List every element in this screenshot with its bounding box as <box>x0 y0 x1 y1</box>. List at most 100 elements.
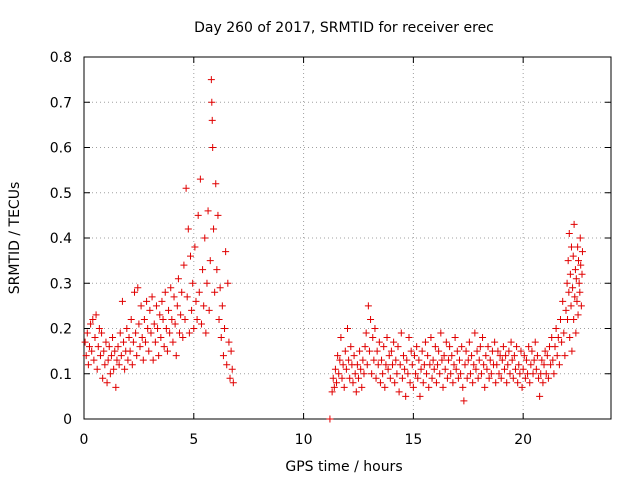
data-point <box>549 356 557 364</box>
data-point <box>169 338 177 346</box>
data-point <box>515 361 523 369</box>
data-point <box>338 374 346 382</box>
data-point <box>213 266 221 274</box>
data-point <box>337 334 345 342</box>
data-point <box>173 302 181 310</box>
data-point <box>402 392 410 400</box>
data-point <box>100 347 108 355</box>
data-point <box>464 356 472 364</box>
data-point <box>179 334 187 342</box>
data-point <box>98 329 106 337</box>
data-point <box>341 347 349 355</box>
data-point <box>349 379 357 387</box>
data-point <box>541 347 549 355</box>
data-point <box>511 365 519 373</box>
data-point <box>192 297 200 305</box>
data-point <box>339 361 347 369</box>
data-point <box>401 365 409 373</box>
data-point <box>333 379 341 387</box>
data-point <box>133 352 141 360</box>
data-point <box>371 325 379 332</box>
data-point <box>403 356 411 364</box>
data-point <box>571 266 579 274</box>
data-point <box>494 347 502 355</box>
data-point <box>225 338 233 346</box>
data-point <box>104 356 112 364</box>
data-point <box>498 356 506 364</box>
data-point <box>218 302 226 310</box>
data-point <box>495 370 503 378</box>
data-point <box>227 347 235 355</box>
data-point <box>191 243 199 251</box>
data-point <box>200 302 208 310</box>
data-point <box>565 288 573 296</box>
data-point <box>480 361 488 369</box>
data-point <box>363 361 371 369</box>
data-point <box>156 311 164 319</box>
data-point <box>439 383 447 391</box>
data-point <box>522 356 530 364</box>
data-point <box>540 361 548 369</box>
data-point <box>150 320 158 328</box>
data-point <box>131 288 139 296</box>
data-point <box>575 279 583 287</box>
data-point <box>399 352 407 360</box>
data-point <box>214 211 222 219</box>
data-point <box>102 338 110 346</box>
data-point <box>356 347 364 355</box>
y-tick-label: 0.4 <box>50 231 72 247</box>
data-point <box>389 361 397 369</box>
data-point <box>428 374 436 382</box>
data-point <box>504 361 512 369</box>
data-point <box>204 207 212 215</box>
data-point <box>115 361 123 369</box>
data-point <box>560 329 568 337</box>
data-point <box>429 356 437 364</box>
data-point <box>174 275 182 283</box>
data-point <box>569 252 577 260</box>
data-point <box>138 334 146 342</box>
data-point <box>459 383 467 391</box>
data-point <box>326 415 334 423</box>
data-point <box>123 325 131 332</box>
data-point <box>135 320 143 328</box>
data-point <box>463 374 471 382</box>
data-point <box>380 343 388 351</box>
data-point <box>508 356 516 364</box>
y-tick-labels: 0 0.1 0.2 0.3 0.4 0.5 0.6 0.7 0.8 <box>50 50 72 428</box>
data-point <box>126 347 134 355</box>
data-point <box>487 370 495 378</box>
data-point <box>572 275 580 283</box>
data-point <box>374 361 382 369</box>
data-point <box>567 243 575 251</box>
data-point <box>184 225 192 233</box>
data-point <box>124 356 132 364</box>
data-point <box>447 370 455 378</box>
data-point <box>539 379 547 387</box>
data-point <box>468 352 476 360</box>
data-point <box>519 365 527 373</box>
data-point <box>472 365 480 373</box>
data-point <box>577 261 585 269</box>
data-point <box>484 343 492 351</box>
data-point <box>165 306 173 314</box>
data-point <box>347 343 355 351</box>
data-point <box>473 347 481 355</box>
data-point <box>209 144 217 151</box>
data-point <box>379 370 387 378</box>
data-point <box>565 229 573 237</box>
data-point <box>221 325 229 332</box>
data-point <box>383 334 391 342</box>
data-point <box>553 352 561 360</box>
data-point <box>335 370 343 378</box>
data-point <box>493 361 501 369</box>
data-point <box>219 352 227 360</box>
data-point <box>445 356 453 364</box>
data-point <box>462 347 470 355</box>
data-point <box>375 338 383 346</box>
data-point <box>499 343 507 351</box>
data-point <box>441 365 449 373</box>
data-point <box>328 388 336 396</box>
x-tick-label: 10 <box>295 432 313 448</box>
data-point <box>376 379 384 387</box>
